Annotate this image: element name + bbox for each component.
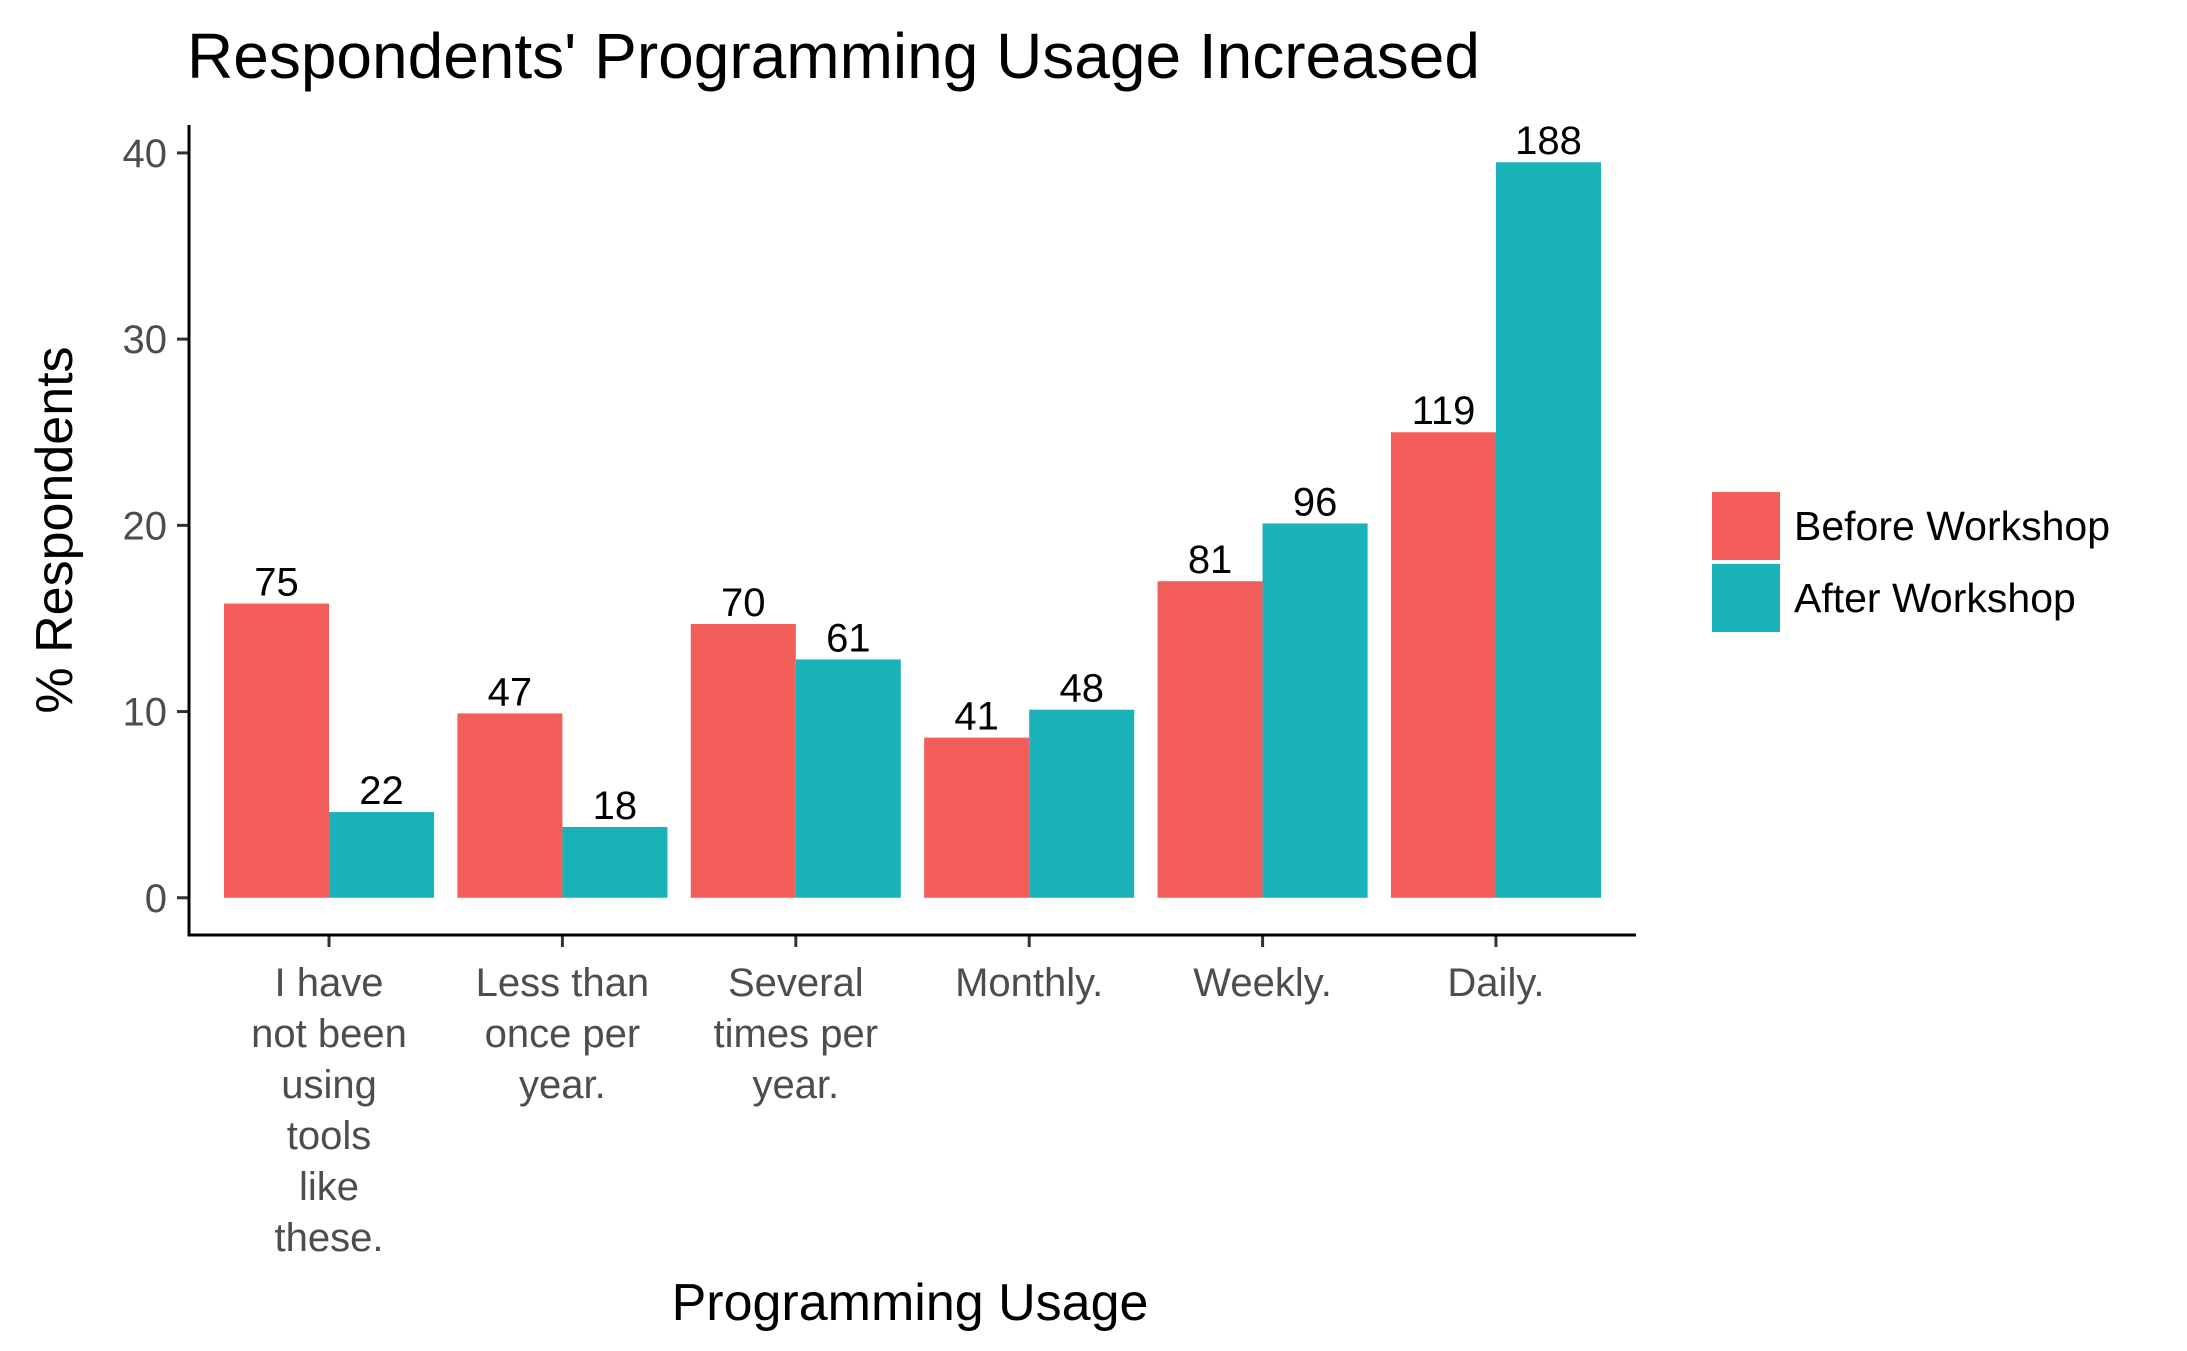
- legend-label: After Workshop: [1794, 575, 2076, 621]
- x-tick-label-line: Weekly.: [1193, 961, 1332, 1005]
- x-tick-label: Several times per year.: [714, 961, 879, 1107]
- x-axis-title: Programming Usage: [672, 1274, 1149, 1332]
- x-tick-label-line: using: [281, 1063, 377, 1107]
- x-tick-label: Monthly.: [955, 961, 1103, 1005]
- bar-value-label: 119: [1412, 389, 1476, 433]
- bar-value-label: 18: [593, 784, 638, 828]
- bar: [1390, 432, 1496, 898]
- y-tick-label: 30: [123, 318, 168, 362]
- bar-value-label: 81: [1188, 538, 1233, 582]
- x-tick-label-line: tools: [287, 1114, 372, 1158]
- bar: [690, 624, 796, 898]
- x-tick-label-line: year.: [752, 1063, 839, 1107]
- bar: [795, 659, 901, 898]
- bar-value-label: 96: [1293, 480, 1338, 524]
- legend-label: Before Workshop: [1794, 503, 2110, 549]
- bar: [1262, 523, 1368, 898]
- y-tick-label: 20: [123, 504, 168, 548]
- bar-value-label: 61: [826, 616, 871, 660]
- x-tick-label-line: times per: [714, 1012, 879, 1056]
- legend-swatch: [1712, 564, 1780, 632]
- bar: [562, 827, 668, 898]
- x-tick-label: Daily.: [1447, 961, 1544, 1005]
- legend: Before Workshop After Workshop: [1712, 492, 2110, 632]
- x-tick-label-line: I have: [275, 961, 384, 1005]
- bar-value-label: 22: [359, 769, 404, 813]
- chart-title: Respondents' Programming Usage Increased: [187, 20, 1480, 92]
- x-tick-label-line: Several: [728, 961, 864, 1005]
- bar-value-label: 48: [1059, 667, 1104, 711]
- bar: [1029, 709, 1135, 898]
- bar-value-label: 47: [488, 670, 533, 714]
- x-tick-label-line: Daily.: [1447, 961, 1544, 1005]
- x-tick-label-line: not been: [251, 1012, 407, 1056]
- bar: [1495, 162, 1601, 898]
- bar: [329, 812, 435, 898]
- bar-value-label: 188: [1515, 119, 1582, 163]
- x-tick-label-line: Monthly.: [955, 961, 1103, 1005]
- bar: [224, 603, 330, 898]
- x-tick-label: Less than once per year.: [476, 961, 649, 1107]
- x-tick-label-line: year.: [519, 1063, 606, 1107]
- x-tick-label-line: Less than: [476, 961, 649, 1005]
- bar-value-label: 75: [254, 561, 299, 605]
- y-tick-label: 40: [123, 132, 168, 176]
- bar: [457, 713, 563, 898]
- bar: [1157, 581, 1263, 898]
- x-tick-label: I have not been using tools like these.: [251, 961, 407, 1260]
- y-axis-title: % Respondents: [26, 346, 84, 713]
- y-tick-label: 0: [145, 877, 167, 921]
- x-tick-label: Weekly.: [1193, 961, 1332, 1005]
- x-tick-label-line: once per: [485, 1012, 641, 1056]
- bar: [924, 737, 1030, 898]
- plot-area: 0 10 20 30 40 75 47 70 41 81 119 22 18 61 48 96 188 I hav…: [123, 119, 1601, 1260]
- x-tick-label-line: these.: [275, 1216, 384, 1260]
- y-tick-label: 10: [123, 691, 168, 735]
- x-tick-label-line: like: [299, 1165, 359, 1209]
- bar-value-label: 41: [954, 695, 999, 739]
- bar-value-label: 70: [721, 581, 766, 625]
- legend-swatch: [1712, 492, 1780, 560]
